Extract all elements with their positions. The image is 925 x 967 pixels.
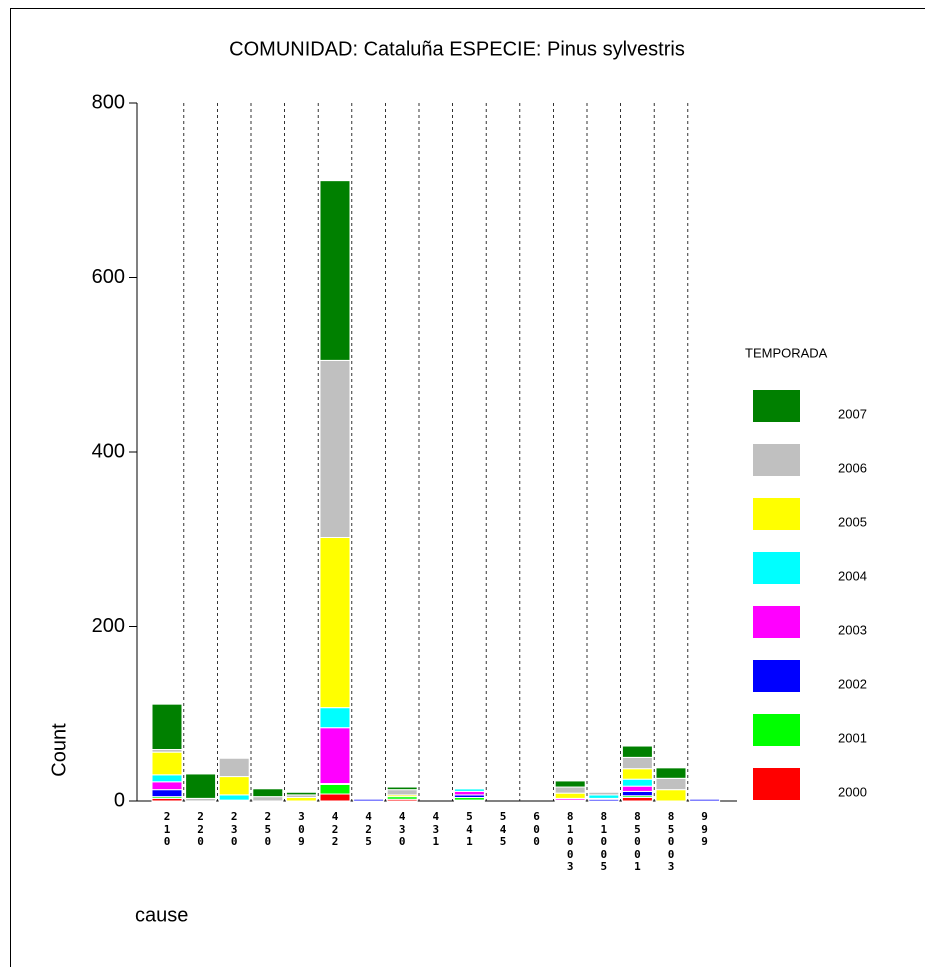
bar-segment	[386, 786, 418, 791]
legend-swatch	[753, 660, 800, 692]
x-tick-label: 230	[230, 810, 238, 848]
x-tick-label: 545	[499, 810, 507, 848]
x-tick-label: 999	[701, 810, 708, 848]
legend-label: 2000	[838, 784, 867, 799]
legend-label: 2006	[838, 460, 867, 475]
frame	[10, 8, 925, 967]
bar-segment	[319, 180, 351, 361]
bar-segment	[554, 780, 586, 788]
bar-segment	[151, 774, 183, 783]
x-tick-label: 85001	[634, 810, 641, 873]
bar-segment	[285, 791, 317, 796]
x-tick-label: 309	[298, 810, 305, 848]
bar-segment	[453, 785, 485, 788]
x-tick-label: 220	[197, 810, 204, 848]
x-axis-label: cause	[135, 904, 188, 926]
bar-segment	[588, 791, 620, 796]
bar-segment	[151, 781, 183, 791]
bar-segment	[218, 794, 250, 801]
bar-segment	[655, 777, 687, 791]
legend-swatch	[753, 444, 800, 476]
y-axis-label: Count	[48, 723, 70, 777]
bar-segment	[218, 757, 250, 778]
legend-label: 2001	[838, 730, 867, 745]
bar-segment	[621, 790, 653, 797]
bar-segment	[319, 359, 351, 539]
bar-segment	[185, 773, 217, 799]
bar-segment	[151, 703, 183, 751]
legend-swatch	[753, 498, 800, 530]
bar-segment	[252, 788, 284, 798]
bar-segment	[655, 789, 687, 802]
legend-swatch	[753, 552, 800, 584]
bar-segment	[319, 707, 351, 729]
bar-segment	[621, 785, 653, 792]
bar-segment	[655, 767, 687, 779]
y-tick-label: 400	[92, 440, 125, 462]
legend-swatch	[753, 390, 800, 422]
bar-segment	[621, 778, 653, 787]
bar-segment	[554, 786, 586, 794]
bar-segment	[621, 745, 653, 758]
bar-segment	[453, 790, 485, 796]
legend-label: 2007	[838, 406, 867, 421]
legend-label: 2005	[838, 514, 867, 529]
x-tick-label: 600	[533, 810, 540, 848]
x-tick-label: 250	[264, 810, 272, 848]
legend-swatch	[753, 714, 800, 746]
bar-segment	[319, 537, 351, 709]
legend-label: 2002	[838, 676, 867, 691]
bar-segment	[621, 768, 653, 780]
y-tick-label: 600	[92, 266, 125, 288]
bar-segment	[151, 789, 183, 798]
x-tick-label: 431	[432, 810, 440, 848]
bar-segment	[285, 797, 317, 802]
legend-title: TEMPORADA	[745, 345, 828, 360]
y-tick-label: 200	[92, 615, 125, 637]
legend-label: 2003	[838, 622, 867, 637]
bar-segment	[151, 751, 183, 776]
x-tick-label: 210	[163, 810, 171, 848]
x-tick-label: 85003	[667, 810, 675, 873]
chart-title: COMUNIDAD: Cataluña ESPECIE: Pinus sylve…	[229, 38, 685, 60]
bar-segment	[386, 789, 418, 796]
x-tick-label: 422	[331, 810, 339, 848]
bar-segment	[319, 727, 351, 785]
bar-segment	[689, 798, 721, 802]
x-tick-label: 425	[365, 810, 372, 848]
bar-segment	[554, 792, 586, 799]
bar-segment	[621, 797, 653, 802]
bar-segment	[218, 776, 250, 796]
bar-segment	[621, 756, 653, 770]
x-tick-label: 81003	[566, 810, 574, 873]
x-tick-label: 81005	[600, 810, 608, 873]
x-tick-label: 430	[398, 810, 406, 848]
x-tick-label: 541	[466, 810, 473, 848]
bar-segment	[588, 794, 620, 799]
legend-swatch	[753, 606, 800, 638]
bar-segment	[353, 798, 385, 802]
y-tick-label: 800	[92, 91, 125, 113]
bar-segment	[319, 783, 351, 795]
legend-swatch	[753, 768, 800, 800]
legend-label: 2004	[838, 568, 867, 583]
bar-segment	[319, 793, 351, 802]
bar-segment	[252, 796, 284, 802]
y-tick-label: 0	[114, 789, 125, 811]
